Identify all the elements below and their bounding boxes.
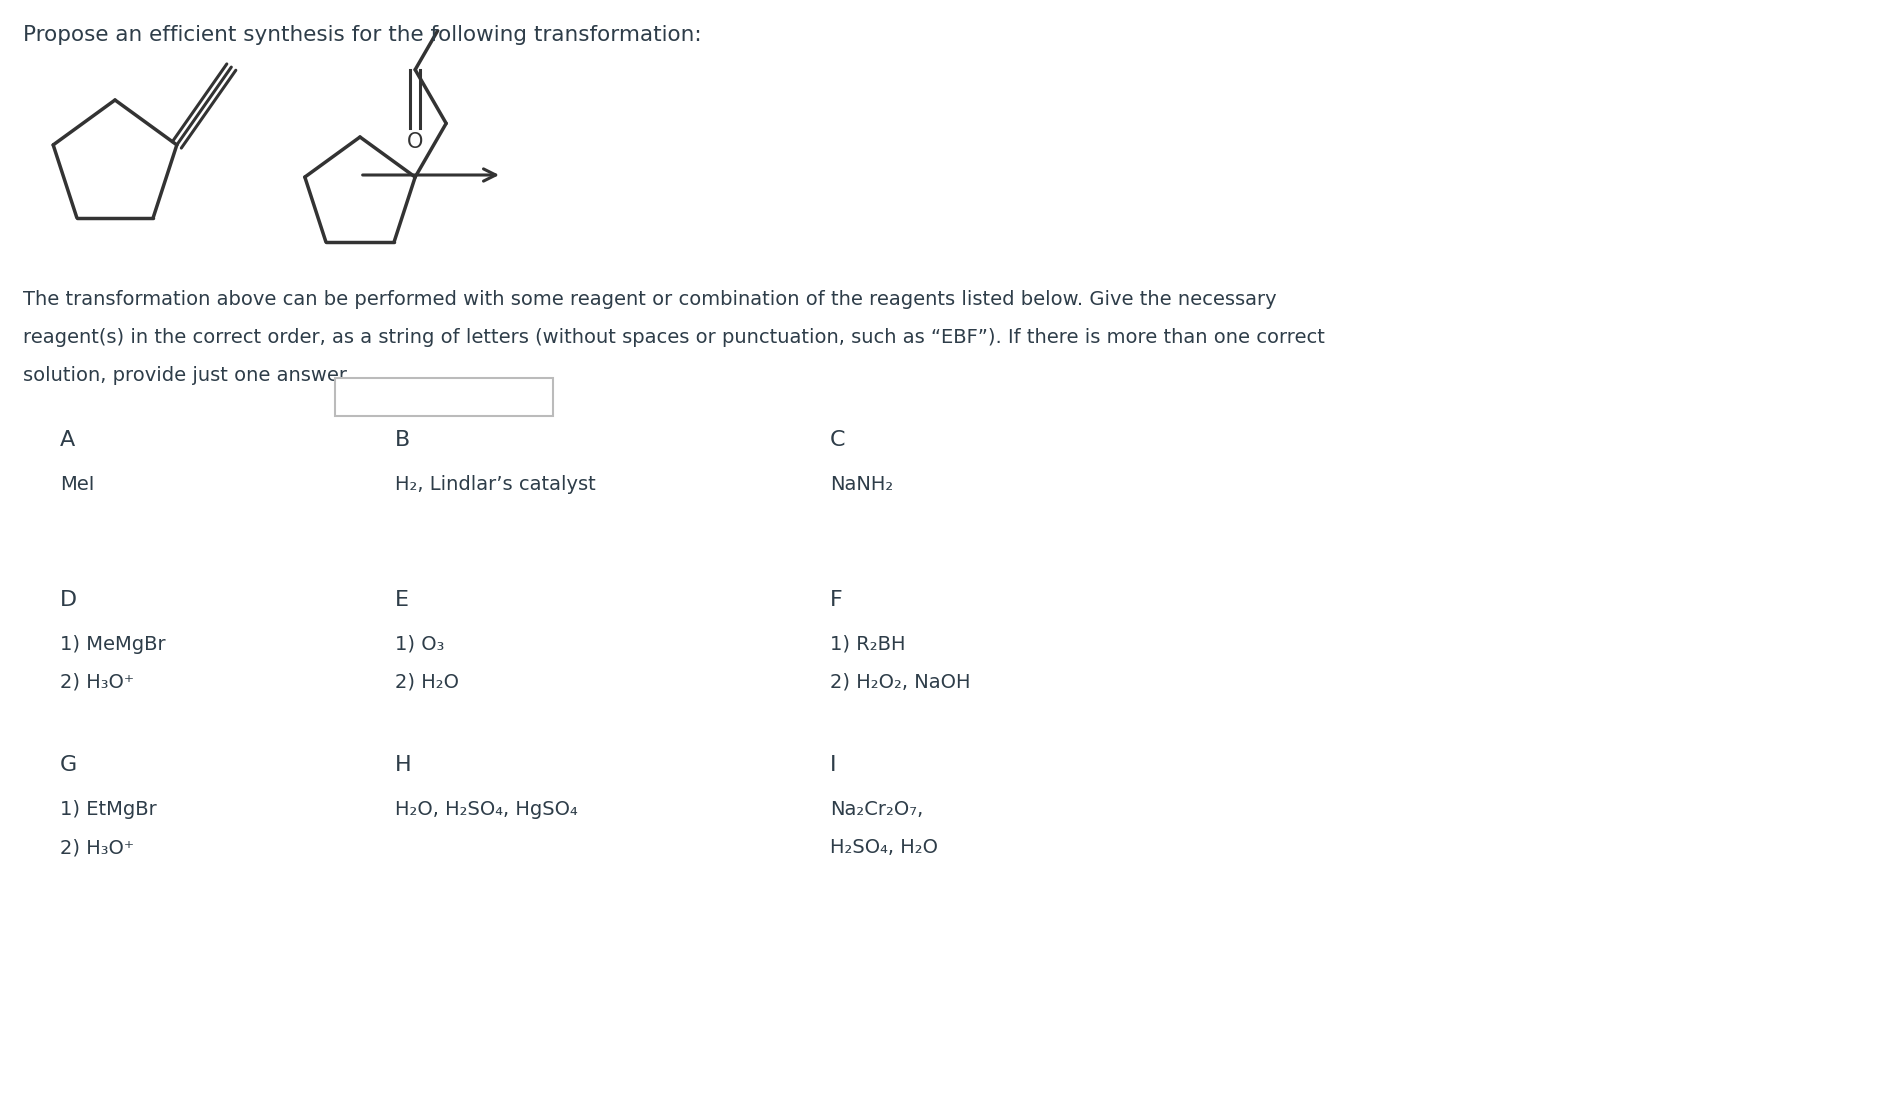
Text: H₂, Lindlar’s catalyst: H₂, Lindlar’s catalyst	[396, 475, 597, 494]
Text: E: E	[396, 590, 409, 610]
Text: reagent(s) in the correct order, as a string of letters (without spaces or punct: reagent(s) in the correct order, as a st…	[23, 328, 1324, 347]
Text: C: C	[830, 430, 845, 451]
Text: 2) H₂O: 2) H₂O	[396, 673, 458, 692]
Text: 1) EtMgBr: 1) EtMgBr	[61, 800, 157, 819]
Text: O: O	[407, 132, 424, 152]
Text: 2) H₃O⁺: 2) H₃O⁺	[61, 838, 134, 858]
Text: 1) O₃: 1) O₃	[396, 635, 445, 654]
Text: 2) H₂O₂, NaOH: 2) H₂O₂, NaOH	[830, 673, 970, 692]
Text: H: H	[396, 755, 411, 775]
Text: G: G	[61, 755, 78, 775]
Text: Propose an efficient synthesis for the following transformation:: Propose an efficient synthesis for the f…	[23, 25, 701, 45]
Text: H₂SO₄, H₂O: H₂SO₄, H₂O	[830, 838, 938, 858]
Text: NaNH₂: NaNH₂	[830, 475, 894, 494]
Text: solution, provide just one answer.: solution, provide just one answer.	[23, 366, 350, 385]
Text: The transformation above can be performed with some reagent or combination of th: The transformation above can be performe…	[23, 290, 1277, 309]
Text: I: I	[830, 755, 837, 775]
Bar	[335, 378, 553, 416]
Text: D: D	[61, 590, 78, 610]
Text: F: F	[830, 590, 843, 610]
Text: 1) R₂BH: 1) R₂BH	[830, 635, 905, 654]
Text: H₂O, H₂SO₄, HgSO₄: H₂O, H₂SO₄, HgSO₄	[396, 800, 578, 819]
Text: B: B	[396, 430, 411, 451]
Text: MeI: MeI	[61, 475, 95, 494]
Text: 1) MeMgBr: 1) MeMgBr	[61, 635, 165, 654]
Text: Na₂Cr₂O₇,: Na₂Cr₂O₇,	[830, 800, 922, 819]
Text: 2) H₃O⁺: 2) H₃O⁺	[61, 673, 134, 692]
Text: A: A	[61, 430, 76, 451]
